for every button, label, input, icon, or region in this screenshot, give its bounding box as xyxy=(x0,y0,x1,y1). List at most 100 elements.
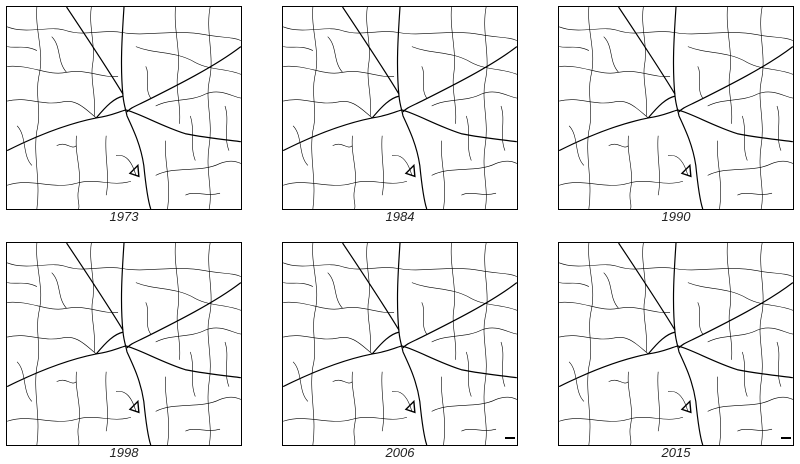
road-segment xyxy=(627,371,632,445)
map-canvas xyxy=(283,243,517,445)
road-segment xyxy=(483,243,488,445)
road-segment xyxy=(559,301,671,313)
road-segment xyxy=(678,115,704,209)
secondary-roads xyxy=(559,7,793,209)
road-segment xyxy=(568,125,585,166)
interchange xyxy=(680,163,692,178)
map-year-label: 2015 xyxy=(661,445,691,460)
road-segment xyxy=(647,95,676,119)
road-segment xyxy=(603,272,619,309)
road-segment xyxy=(283,262,517,277)
road-segment xyxy=(7,46,37,51)
road-segment xyxy=(559,65,671,77)
road-segment xyxy=(450,243,457,360)
road-segment xyxy=(135,46,241,75)
road-segment xyxy=(120,7,128,117)
road-segment xyxy=(75,135,80,209)
road-segment xyxy=(16,125,33,166)
road-segment xyxy=(431,91,517,107)
road-segment xyxy=(283,65,395,77)
road-segment xyxy=(466,351,472,397)
road-segment xyxy=(466,115,472,161)
road-segment xyxy=(155,91,241,107)
road-segment xyxy=(342,243,400,331)
road-segment xyxy=(716,376,721,445)
road-segment xyxy=(75,371,80,445)
road-segment xyxy=(126,115,152,209)
interchange xyxy=(404,399,416,414)
road-segment xyxy=(155,160,241,176)
road-segment xyxy=(396,7,404,117)
road-segment xyxy=(559,416,684,422)
road-segment xyxy=(672,243,680,353)
road-segment xyxy=(283,416,408,422)
road-segment xyxy=(421,66,427,99)
map-year-label: 1998 xyxy=(109,445,139,460)
road-segment xyxy=(421,302,427,335)
interchange xyxy=(680,399,692,414)
road-segment xyxy=(7,180,132,186)
road-segment xyxy=(16,361,33,402)
map-canvas xyxy=(7,7,241,209)
road-segment xyxy=(642,243,647,352)
road-segment xyxy=(164,140,169,209)
road-segment xyxy=(742,351,748,397)
scale-bar xyxy=(781,437,791,439)
road-network-map-2006 xyxy=(282,242,518,446)
road-segment xyxy=(402,351,428,445)
road-segment xyxy=(351,135,356,209)
road-segment xyxy=(120,243,128,353)
road-segment xyxy=(90,243,95,352)
road-segment xyxy=(66,243,124,331)
map-year-label: 1973 xyxy=(109,209,139,224)
road-segment xyxy=(431,396,517,412)
road-segment xyxy=(726,243,733,360)
road-segment xyxy=(737,428,773,432)
road-segment xyxy=(371,331,400,355)
road-segment xyxy=(7,345,241,388)
road-segment xyxy=(351,371,356,445)
road-segment xyxy=(7,262,241,277)
map-canvas xyxy=(7,243,241,445)
road-segment xyxy=(603,36,619,73)
road-segment xyxy=(105,371,108,432)
road-segment xyxy=(587,243,594,445)
road-segment xyxy=(327,36,343,73)
road-segment xyxy=(402,46,517,113)
road-segment xyxy=(56,379,77,384)
road-segment xyxy=(35,7,42,209)
road-segment xyxy=(90,7,95,116)
major-roads xyxy=(7,7,241,209)
road-segment xyxy=(461,428,497,432)
road-segment xyxy=(190,115,196,161)
road-segment xyxy=(366,7,371,116)
road-segment xyxy=(726,7,733,124)
road-segment xyxy=(697,302,703,335)
road-segment xyxy=(332,143,353,148)
road-segment xyxy=(657,135,660,196)
road-segment xyxy=(7,335,97,355)
major-roads xyxy=(283,7,517,209)
road-segment xyxy=(95,95,124,119)
road-segment xyxy=(402,282,517,349)
road-segment xyxy=(371,95,400,119)
road-segment xyxy=(51,272,67,309)
scale-bar xyxy=(505,437,515,439)
road-segment xyxy=(164,376,169,445)
road-segment xyxy=(283,109,517,152)
road-segment xyxy=(431,160,517,176)
road-segment xyxy=(707,160,793,176)
road-segment xyxy=(483,7,488,209)
road-segment xyxy=(381,371,384,432)
road-segment xyxy=(392,390,413,412)
road-segment xyxy=(126,351,152,445)
road-segment xyxy=(7,416,132,422)
road-segment xyxy=(105,135,108,196)
road-segment xyxy=(559,345,793,388)
major-roads xyxy=(7,243,241,445)
road-segment xyxy=(283,282,313,287)
road-network-map-2015 xyxy=(558,242,794,446)
road-segment xyxy=(759,7,764,209)
map-canvas xyxy=(559,243,793,445)
map-canvas xyxy=(559,7,793,209)
